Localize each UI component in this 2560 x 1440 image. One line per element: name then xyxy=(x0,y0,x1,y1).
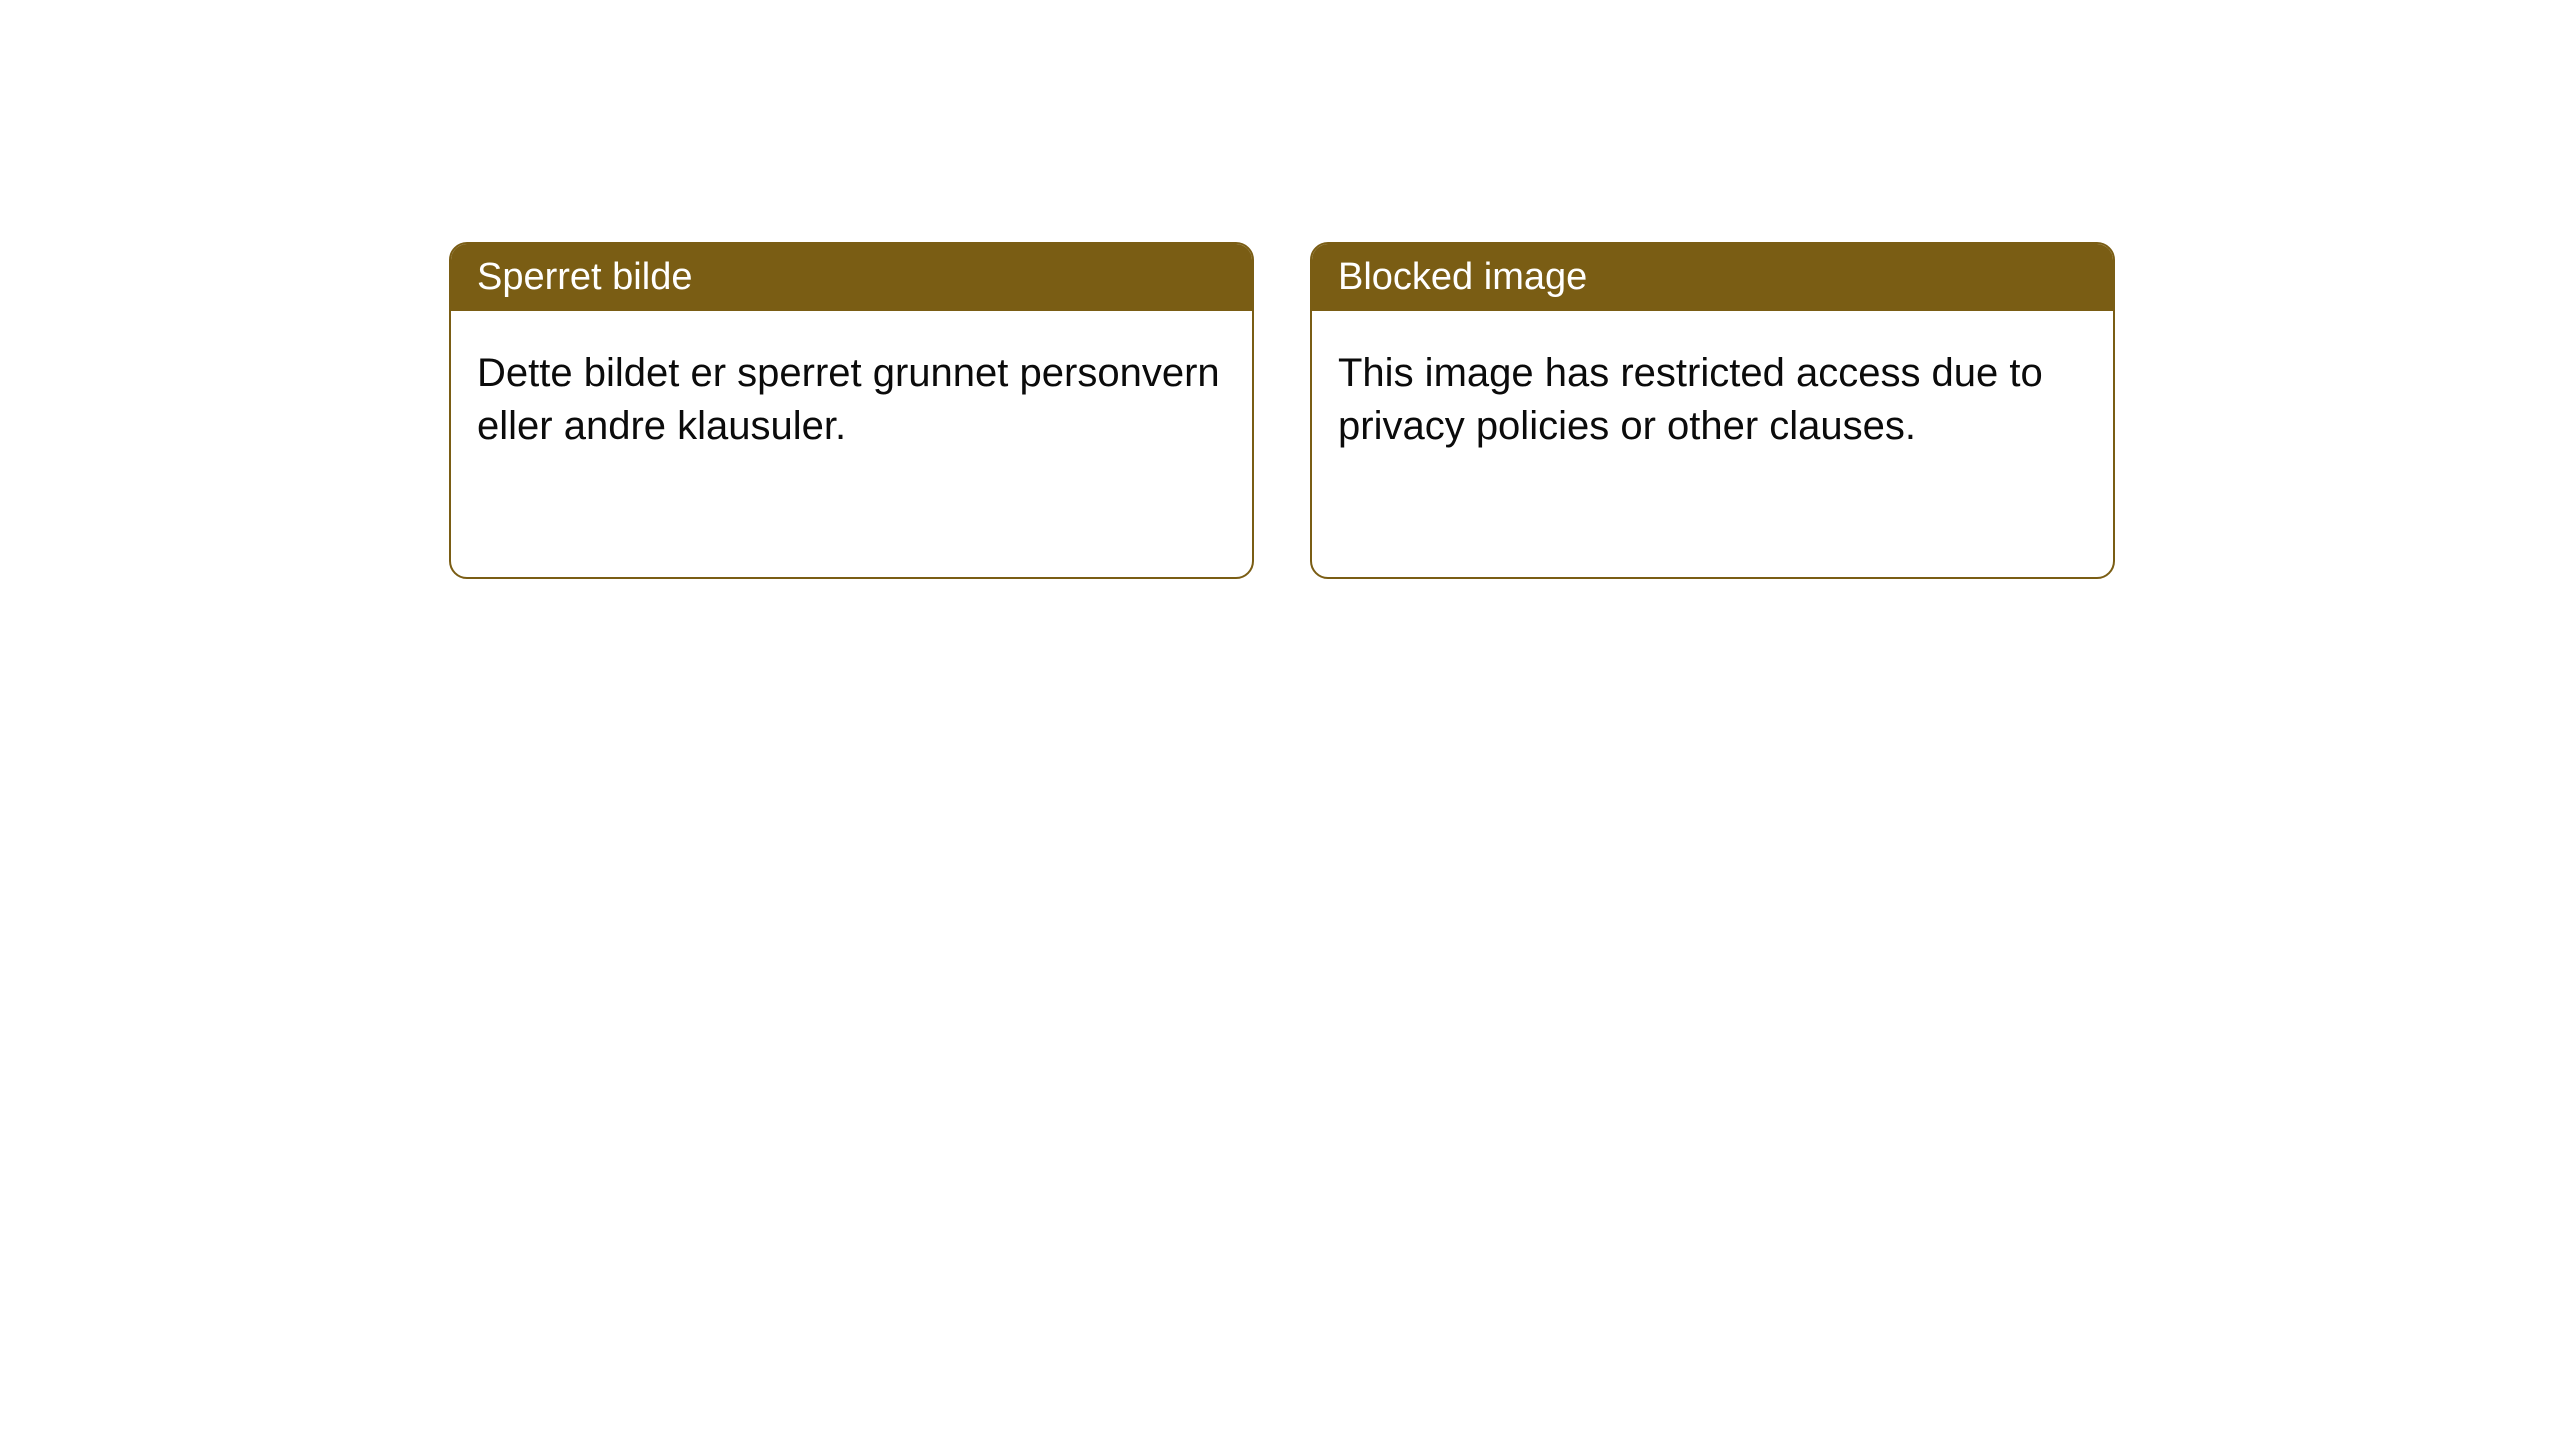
notice-header-text: Blocked image xyxy=(1338,256,1587,298)
notice-header-text: Sperret bilde xyxy=(477,256,692,298)
notice-body-text: Dette bildet er sperret grunnet personve… xyxy=(477,351,1220,448)
notice-body-no: Dette bildet er sperret grunnet personve… xyxy=(451,311,1252,489)
notice-container: Sperret bilde Dette bildet er sperret gr… xyxy=(449,242,2115,579)
notice-header-en: Blocked image xyxy=(1312,244,2113,311)
notice-card-no: Sperret bilde Dette bildet er sperret gr… xyxy=(449,242,1254,579)
notice-body-text: This image has restricted access due to … xyxy=(1338,351,2043,448)
notice-body-en: This image has restricted access due to … xyxy=(1312,311,2113,489)
notice-header-no: Sperret bilde xyxy=(451,244,1252,311)
notice-card-en: Blocked image This image has restricted … xyxy=(1310,242,2115,579)
